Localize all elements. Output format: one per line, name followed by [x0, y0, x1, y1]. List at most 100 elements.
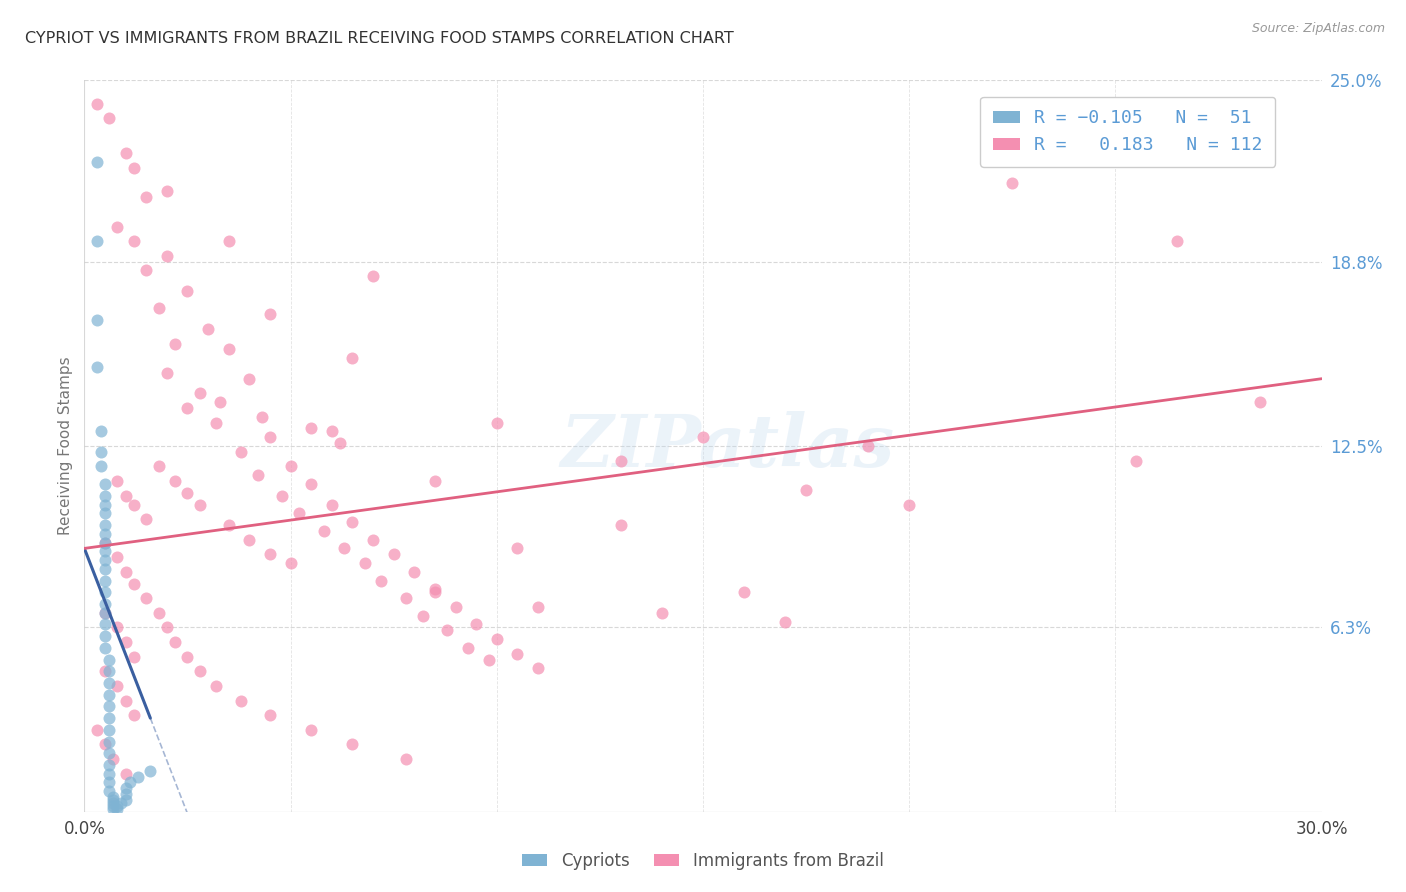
Point — [86, 155, 108, 169]
Point — [122, 498, 145, 512]
Point — [103, 798, 125, 813]
Point — [423, 582, 446, 597]
Legend: Cypriots, Immigrants from Brazil: Cypriots, Immigrants from Brazil — [516, 846, 890, 877]
Point — [485, 632, 508, 646]
Point — [103, 790, 125, 805]
Point — [94, 640, 117, 655]
Point — [98, 746, 121, 760]
Point — [165, 474, 187, 488]
Point — [506, 541, 529, 556]
Point — [299, 477, 322, 491]
Point — [103, 796, 125, 810]
Point — [156, 185, 179, 199]
Point — [94, 535, 117, 549]
Point — [98, 652, 121, 666]
Point — [404, 565, 426, 579]
Point — [148, 459, 170, 474]
Point — [188, 498, 211, 512]
Point — [98, 676, 121, 690]
Point — [103, 802, 125, 816]
Point — [86, 359, 108, 374]
Point — [775, 615, 797, 629]
Point — [299, 421, 322, 435]
Point — [139, 764, 162, 778]
Point — [1125, 453, 1147, 467]
Point — [94, 477, 117, 491]
Point — [94, 738, 117, 752]
Point — [114, 693, 136, 707]
Point — [105, 550, 128, 565]
Point — [122, 234, 145, 248]
Point — [103, 793, 125, 807]
Y-axis label: Receiving Food Stamps: Receiving Food Stamps — [58, 357, 73, 535]
Point — [122, 161, 145, 175]
Point — [1166, 234, 1188, 248]
Point — [165, 336, 187, 351]
Point — [98, 723, 121, 737]
Point — [205, 416, 228, 430]
Point — [105, 798, 128, 813]
Point — [94, 489, 117, 503]
Point — [90, 425, 112, 439]
Point — [98, 734, 121, 748]
Point — [188, 386, 211, 401]
Point — [94, 526, 117, 541]
Point — [94, 518, 117, 533]
Point — [114, 635, 136, 649]
Point — [94, 506, 117, 520]
Point — [156, 620, 179, 634]
Point — [98, 699, 121, 714]
Point — [135, 263, 157, 277]
Point — [218, 234, 240, 248]
Point — [98, 758, 121, 772]
Point — [114, 766, 136, 780]
Point — [321, 498, 343, 512]
Point — [205, 679, 228, 693]
Point — [609, 453, 631, 467]
Point — [527, 661, 550, 675]
Point — [898, 498, 921, 512]
Point — [342, 738, 364, 752]
Point — [733, 585, 755, 599]
Point — [114, 146, 136, 161]
Point — [110, 796, 132, 810]
Point — [94, 498, 117, 512]
Point — [98, 665, 121, 679]
Point — [188, 665, 211, 679]
Point — [90, 459, 112, 474]
Point — [105, 219, 128, 234]
Point — [135, 190, 157, 204]
Point — [127, 770, 149, 784]
Point — [156, 366, 179, 380]
Point — [135, 512, 157, 526]
Legend: R = −0.105   N =  51, R =   0.183   N = 112: R = −0.105 N = 51, R = 0.183 N = 112 — [980, 96, 1275, 167]
Point — [94, 585, 117, 599]
Point — [259, 708, 281, 723]
Point — [423, 585, 446, 599]
Point — [651, 606, 673, 620]
Point — [114, 793, 136, 807]
Point — [114, 489, 136, 503]
Point — [342, 515, 364, 529]
Point — [176, 485, 198, 500]
Point — [423, 474, 446, 488]
Point — [98, 688, 121, 702]
Point — [229, 445, 252, 459]
Point — [370, 574, 392, 588]
Point — [1001, 176, 1024, 190]
Point — [94, 665, 117, 679]
Point — [692, 430, 714, 444]
Point — [148, 606, 170, 620]
Point — [105, 679, 128, 693]
Text: CYPRIOT VS IMMIGRANTS FROM BRAZIL RECEIVING FOOD STAMPS CORRELATION CHART: CYPRIOT VS IMMIGRANTS FROM BRAZIL RECEIV… — [25, 31, 734, 46]
Point — [342, 351, 364, 366]
Point — [94, 629, 117, 643]
Point — [609, 518, 631, 533]
Point — [280, 459, 302, 474]
Point — [361, 269, 384, 284]
Point — [105, 620, 128, 634]
Point — [98, 112, 121, 126]
Point — [229, 693, 252, 707]
Point — [90, 445, 112, 459]
Point — [299, 723, 322, 737]
